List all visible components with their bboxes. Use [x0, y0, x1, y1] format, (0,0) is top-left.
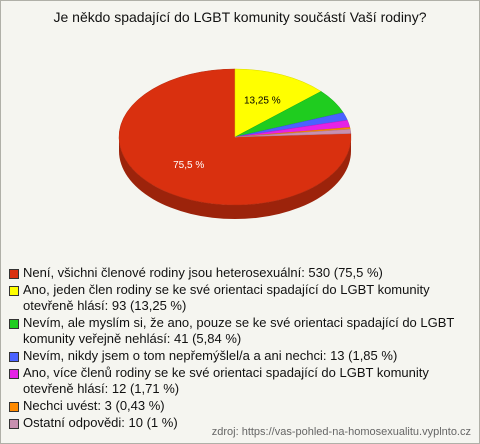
legend-item: Ano, jeden člen rodiny se ke své orienta… [9, 282, 459, 314]
legend-label: Ano, více členů rodiny se ke své orienta… [23, 365, 429, 396]
legend-swatch [9, 319, 19, 329]
slice-label: 13,25 % [244, 96, 281, 107]
slice-label: 75,5 % [173, 160, 204, 171]
source-note: zdroj: https://vas-pohled-na-homosexuali… [211, 426, 471, 438]
legend-label: Není, všichni členové rodiny jsou hetero… [23, 265, 383, 280]
legend-label: Nevím, nikdy jsem o tom nepřemýšlel/a a … [23, 348, 398, 363]
legend-swatch [9, 269, 19, 279]
legend-swatch [9, 352, 19, 362]
legend-label: Nevím, ale myslím si, že ano, pouze se k… [23, 315, 455, 346]
chart-title: Je někdo spadající do LGBT komunity souč… [53, 9, 427, 25]
legend-swatch [9, 286, 19, 296]
legend-label: Nechci uvést: 3 (0,43 %) [23, 398, 165, 413]
legend-swatch [9, 402, 19, 412]
slice [118, 68, 352, 206]
legend-swatch [9, 369, 19, 379]
legend-label: Ano, jeden člen rodiny se ke své orienta… [23, 282, 430, 313]
pie-chart: 75,5 % 13,25 % [118, 68, 352, 219]
legend-label: Ostatní odpovědi: 10 (1 %) [23, 415, 178, 430]
legend-item: Nechci uvést: 3 (0,43 %) [9, 398, 459, 414]
slice [234, 128, 352, 138]
legend: Není, všichni členové rodiny jsou hetero… [9, 265, 459, 432]
slice [234, 68, 322, 138]
legend-item: Není, všichni členové rodiny jsou hetero… [9, 265, 459, 281]
legend-swatch [9, 419, 19, 429]
legend-item: Nevím, nikdy jsem o tom nepřemýšlel/a a … [9, 348, 459, 364]
legend-item: Ostatní odpovědi: 10 (1 %) [9, 415, 459, 431]
slice-side [119, 137, 351, 219]
legend-item: Ano, více členů rodiny se ke své orienta… [9, 365, 459, 397]
legend-item: Nevím, ale myslím si, že ano, pouze se k… [9, 315, 459, 347]
